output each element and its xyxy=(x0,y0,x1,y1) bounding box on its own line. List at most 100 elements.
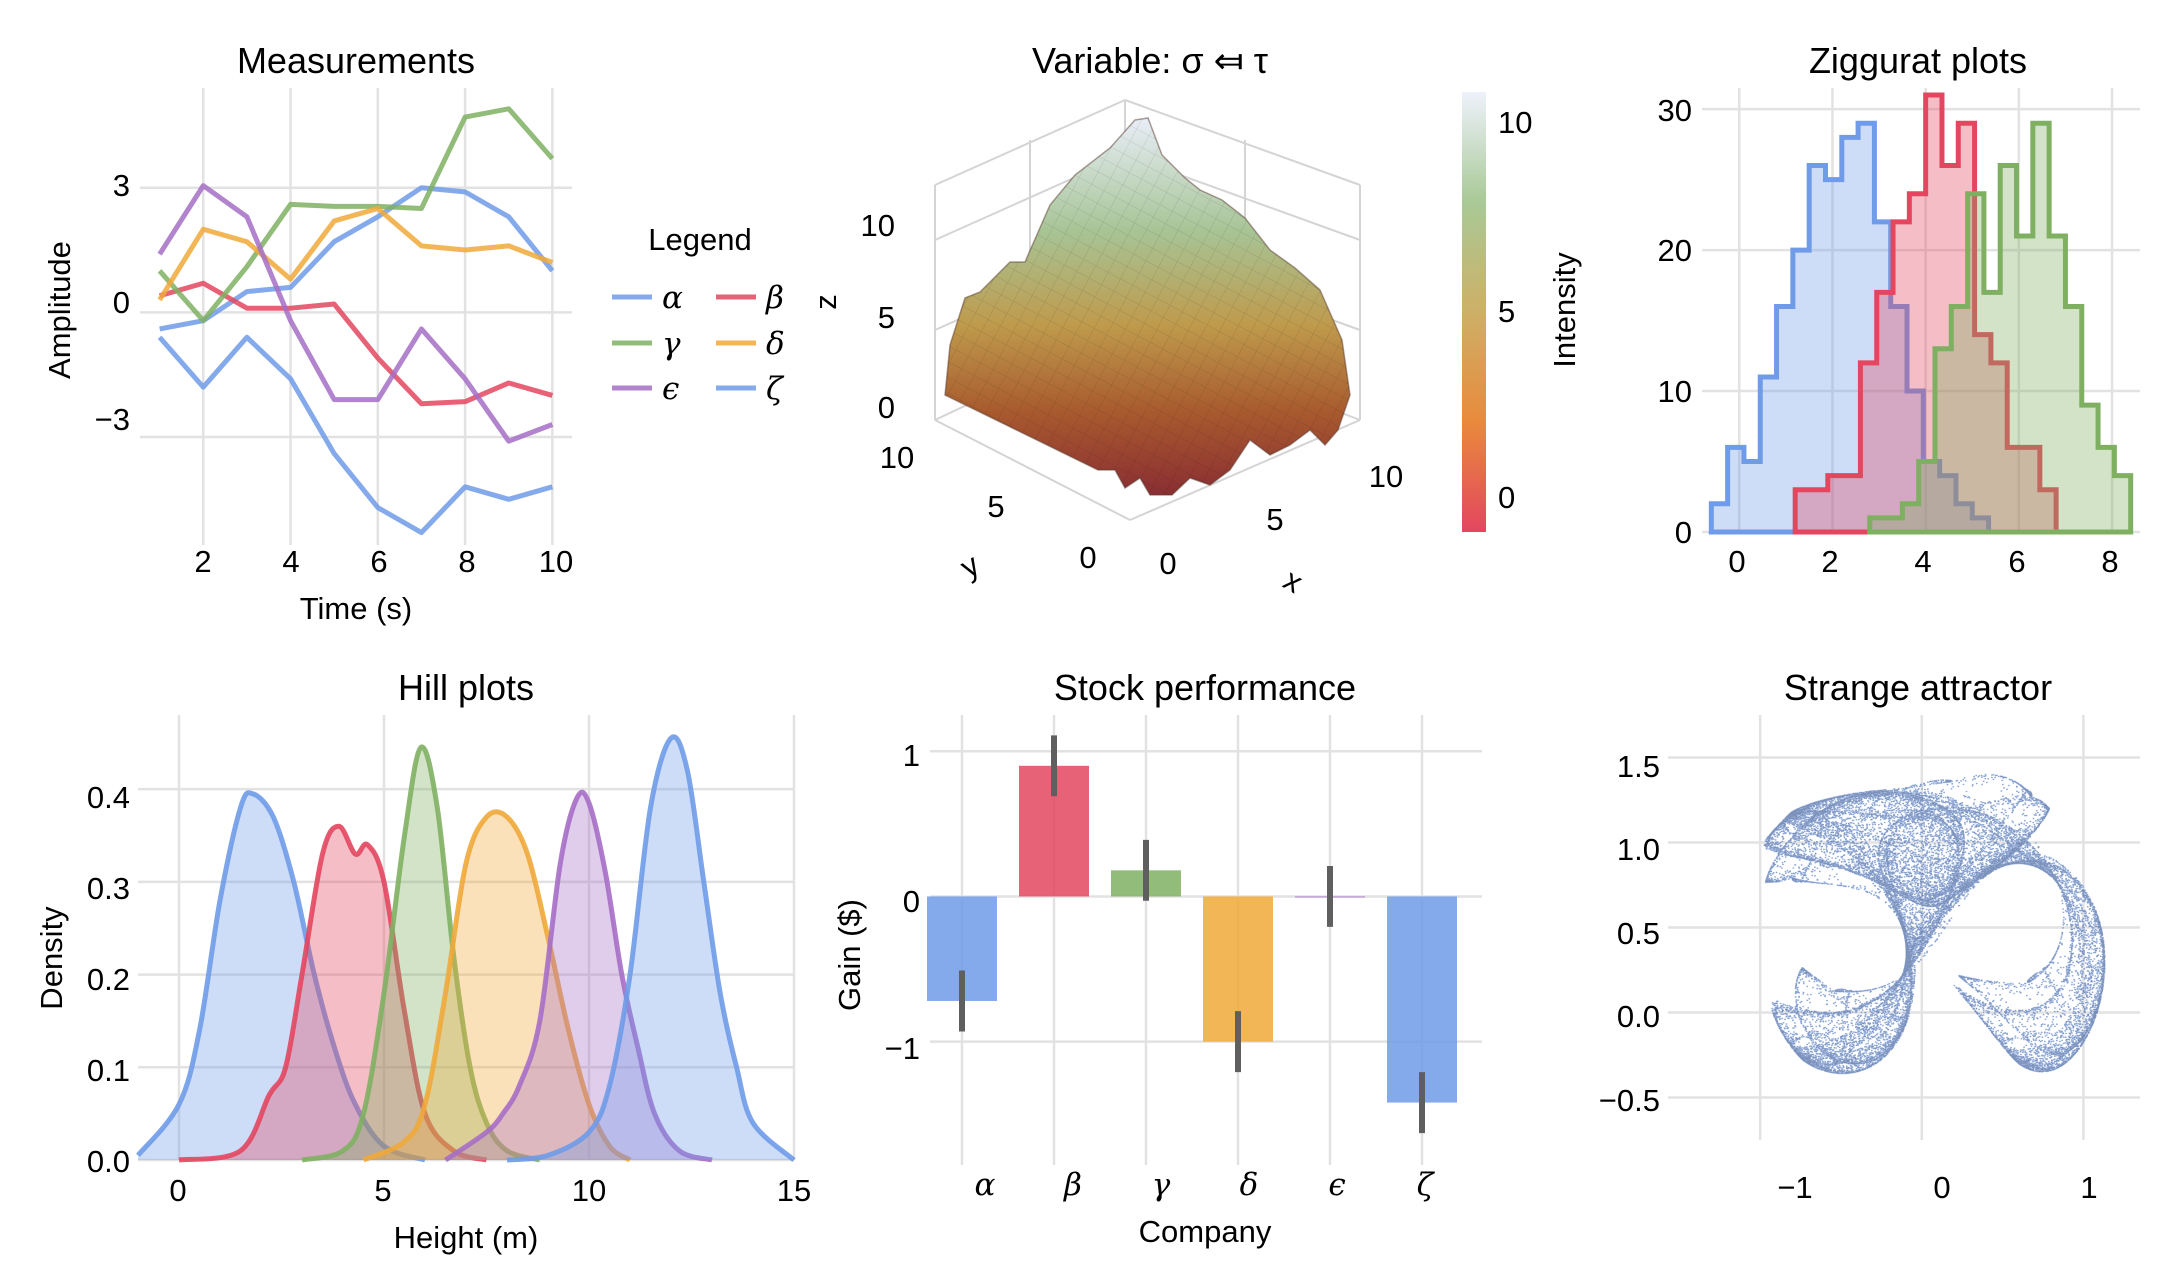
histogram-green-2 xyxy=(1867,120,2134,535)
attractor-xtick: −1 xyxy=(1777,1170,1812,1205)
measurements-xtick: 6 xyxy=(370,544,387,579)
measurements-ytick: 0 xyxy=(113,285,130,320)
series-line-zeta xyxy=(157,334,554,536)
stocks-xtick: β xyxy=(1063,1167,1082,1203)
legend-label-beta: β xyxy=(765,280,784,316)
series-line-delta xyxy=(157,205,554,302)
series-line-epsilon xyxy=(157,183,554,444)
measurements-legend: Legend α β γ δ ϵ ζ xyxy=(612,222,785,407)
stocks-xtick: ϵ xyxy=(1328,1167,1345,1203)
legend-label-gamma: γ xyxy=(662,326,681,362)
attractor-ytick: −0.5 xyxy=(1599,1083,1660,1118)
hills-ytick: 0.3 xyxy=(87,871,130,906)
attractor-ytick: 0.5 xyxy=(1617,916,1660,951)
attractor-ytick: 1.5 xyxy=(1617,749,1660,784)
ziggurat-panel: Ziggurat plots 0 2 4 6 8 0 10 20 30 xyxy=(1658,40,2140,579)
colorbar-tick: 5 xyxy=(1498,294,1515,329)
attractor-scatter-points xyxy=(1763,773,2106,1075)
stocks-ylabel: Gain ($) xyxy=(832,899,867,1011)
hills-ytick: 0.4 xyxy=(87,780,130,815)
legend-label-epsilon: ϵ xyxy=(662,371,679,407)
legend-label-zeta: ζ xyxy=(766,371,785,407)
attractor-title: Strange attractor xyxy=(1784,667,2052,708)
surface-xtick: 10 xyxy=(1369,459,1403,494)
surface-xtick: 5 xyxy=(1266,502,1283,537)
density-line-orange-3 xyxy=(362,809,632,1163)
attractor-points xyxy=(1763,773,2106,1075)
measurements-xtick: 4 xyxy=(282,544,299,579)
surface-title: Variable: σ ⤆ τ xyxy=(1032,40,1268,81)
attractor-xtick: 1 xyxy=(2080,1170,2097,1205)
attractor-scatter-outline xyxy=(1763,774,2106,1074)
measurements-xtick: 2 xyxy=(194,544,211,579)
hills-densities xyxy=(136,734,796,1163)
stocks-title: Stock performance xyxy=(1054,667,1356,708)
surface-panel: Variable: σ ⤆ τ 0 5 10 z 0 5 10 xyxy=(808,40,1582,600)
hills-ytick: 0.1 xyxy=(87,1053,130,1088)
colorbar xyxy=(1462,92,1486,532)
surface-ytick: 0 xyxy=(1079,540,1096,575)
surface-xlabel: x xyxy=(1278,562,1309,600)
surface-ylabel: y xyxy=(954,547,985,585)
stocks-ytick: −1 xyxy=(885,1031,920,1066)
stocks-ytick: 1 xyxy=(903,738,920,773)
colorbar-tick: 10 xyxy=(1498,105,1532,140)
measurements-xtick: 8 xyxy=(458,544,475,579)
stocks-xlabel: Company xyxy=(1139,1214,1272,1249)
density-area-purple-4 xyxy=(445,792,712,1160)
ziggurat-xtick: 4 xyxy=(1914,544,1931,579)
density-area-red-1 xyxy=(179,826,487,1160)
ziggurat-ytick: 0 xyxy=(1675,515,1692,550)
colorbar-tick: 0 xyxy=(1498,480,1515,515)
measurements-ylabel: Amplitude xyxy=(42,241,77,379)
colorbar-label: Intensity xyxy=(1547,252,1582,368)
hills-title: Hill plots xyxy=(398,667,534,708)
stocks-bars xyxy=(927,735,1457,1134)
attractor-xtick: 0 xyxy=(1933,1170,1950,1205)
attractor-ytick: 1.0 xyxy=(1617,832,1660,867)
surface-ytick: 5 xyxy=(987,489,1004,524)
attractor-ytick: 0.0 xyxy=(1617,999,1660,1034)
hills-ytick: 0.2 xyxy=(87,962,130,997)
legend-label-alpha: α xyxy=(662,280,683,316)
hills-ylabel: Density xyxy=(34,906,69,1010)
histogram-red-1 xyxy=(1792,92,2059,535)
surface-ytick: 10 xyxy=(880,440,914,475)
ziggurat-xtick: 0 xyxy=(1728,544,1745,579)
hills-grid xyxy=(138,715,796,1162)
density-line-purple-4 xyxy=(444,789,713,1163)
hills-xlabel: Height (m) xyxy=(394,1220,539,1255)
surface-xtick: 0 xyxy=(1159,546,1176,581)
hills-ytick: 0.0 xyxy=(87,1144,130,1179)
attractor-panel: Strange attractor −1 0 1 −0.5 0.0 0.5 1.… xyxy=(1599,667,2140,1205)
measurements-ytick: −3 xyxy=(95,402,130,437)
measurements-lines xyxy=(157,106,555,536)
ziggurat-xtick: 8 xyxy=(2101,544,2118,579)
ziggurat-ytick: 10 xyxy=(1658,374,1692,409)
density-area-orange-3 xyxy=(363,811,630,1160)
surface-ztick: 0 xyxy=(878,390,895,425)
density-line-red-1 xyxy=(178,823,488,1163)
stocks-xtick: ζ xyxy=(1417,1167,1436,1203)
stocks-panel: Stock performance −1 0 1 α β γ δ ϵ ζ Com… xyxy=(832,667,1482,1249)
stocks-xtick: γ xyxy=(1152,1167,1171,1203)
density-area-blue-5 xyxy=(507,736,794,1160)
surface-mesh-lines xyxy=(945,118,1350,495)
density-line-blue-5 xyxy=(506,734,796,1163)
measurements-xtick: 10 xyxy=(539,544,573,579)
measurements-ytick: 3 xyxy=(113,168,130,203)
surface-zlabel: z xyxy=(808,294,843,310)
density-line-green-2 xyxy=(301,744,541,1163)
hills-panel: Hill plots 0 5 10 15 0.0 0.1 0.2 0.3 0.4… xyxy=(34,667,811,1255)
hills-xtick: 0 xyxy=(169,1173,186,1208)
ziggurat-xtick: 6 xyxy=(2008,544,2025,579)
measurements-xlabel: Time (s) xyxy=(300,591,413,626)
stocks-xtick: δ xyxy=(1240,1167,1259,1203)
stocks-xtick: α xyxy=(975,1167,996,1203)
hills-xtick: 5 xyxy=(374,1173,391,1208)
ziggurat-histograms xyxy=(1708,92,2134,535)
surface-ztick: 10 xyxy=(861,208,895,243)
ziggurat-ytick: 20 xyxy=(1658,233,1692,268)
legend-title: Legend xyxy=(648,222,751,257)
